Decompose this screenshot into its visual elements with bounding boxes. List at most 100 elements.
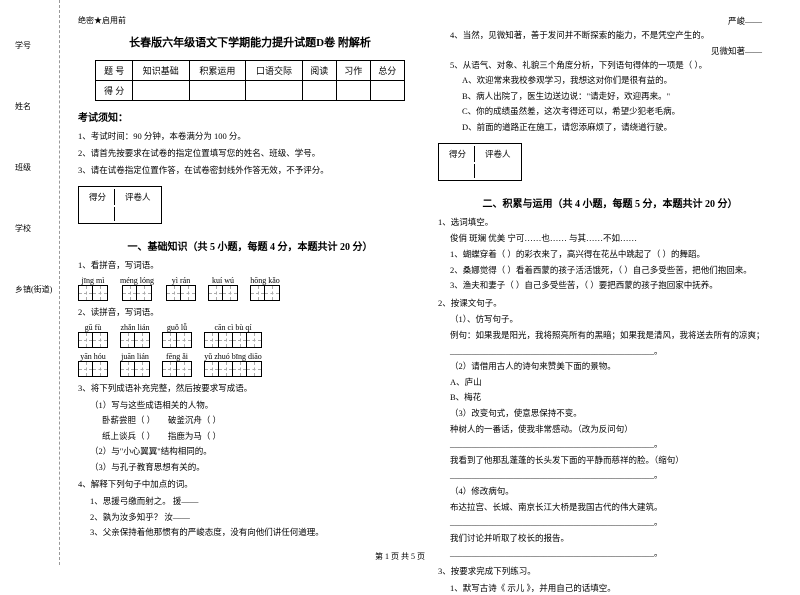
notice-3: 3、请在试卷指定位置作答，在试卷密封线外作答无效，不予评分。 xyxy=(78,164,422,177)
td-blank[interactable] xyxy=(336,81,370,101)
c2-A: A、欢迎常来我校参观学习，我想这对你们是很有益的。 xyxy=(462,74,782,88)
idiom-3: 纸上谈兵（ ） xyxy=(102,431,151,441)
field-xingming: 姓名 xyxy=(15,101,52,112)
char-grid[interactable] xyxy=(162,332,192,348)
blank-line[interactable]: ________________________________________… xyxy=(450,547,782,561)
q4: 4、解释下列句子中加点的词。 xyxy=(78,478,422,491)
s2-q2b-A: A、庐山 xyxy=(450,376,782,390)
pinyin-item: yì rán xyxy=(166,276,196,302)
th-6: 总分 xyxy=(370,61,404,81)
q3c: （3）与孔子教育思想有关的。 xyxy=(90,461,422,475)
field-xuehao: 学号 xyxy=(15,40,52,51)
notice-title: 考试须知： xyxy=(78,109,422,124)
char-grid[interactable] xyxy=(78,285,108,301)
pinyin-text: juān lián xyxy=(120,352,150,361)
s2-q2b: （2）请借用古人的诗句来赞美下面的景物。 xyxy=(450,360,782,374)
char-grid[interactable] xyxy=(120,361,150,377)
s2-q3-1: 1、默写古诗《 示儿 》，并用自己的话填空。 xyxy=(450,582,782,595)
pinyin-text: yì rán xyxy=(166,276,196,285)
pinyin-text: hōng kǎo xyxy=(250,276,280,285)
pinyin-text: zhǎn lián xyxy=(120,323,150,332)
blank-line[interactable]: ________________________________________… xyxy=(450,345,782,359)
q4-3: 3、父亲保持着他那惯有的严峻态度，没有向他们讲任何道理。 xyxy=(90,526,422,540)
pinyin-item: zhǎn lián xyxy=(120,323,150,349)
td-blank[interactable] xyxy=(189,81,246,101)
td-blank[interactable] xyxy=(246,81,303,101)
section2-title: 二、积累与运用（共 4 小题，每题 5 分，本题共计 20 分） xyxy=(438,195,782,210)
yanjun: 严峻—— xyxy=(438,15,762,27)
pinyin-text: fēng ǎi xyxy=(162,352,192,361)
binding-fields: 学号 姓名 班级 学校 乡镇(街道) xyxy=(15,40,52,295)
section1-title: 一、基础知识（共 5 小题，每题 4 分，本题共计 20 分） xyxy=(78,238,422,253)
q4-2: 2、孰为汝多知乎？ 汝—— xyxy=(90,511,422,525)
s2-q1-2: 2、桑娜觉得（ ）看着西蒙的孩子活活饿死，（ ）自己多受些苦，把他们抱回来。 xyxy=(450,264,782,278)
char-grid[interactable] xyxy=(166,285,196,301)
td-blank[interactable] xyxy=(133,81,190,101)
q3: 3、将下列成语补充完整，然后按要求写成语。 xyxy=(78,382,422,395)
th-1: 知识基础 xyxy=(133,61,190,81)
pinyin-item: yān hóu xyxy=(78,352,108,378)
table-row: 题 号 知识基础 积累运用 口语交际 阅读 习作 总分 xyxy=(96,61,405,81)
score-summary-table: 题 号 知识基础 积累运用 口语交际 阅读 习作 总分 得 分 xyxy=(95,60,405,101)
s2-q2e-item: 布达拉宫、长城、南京长江大桥是我国古代的伟大建筑。 xyxy=(450,501,782,515)
s2-q2c-item: 种树人的一番话，使我非常感动。（改为反问句） xyxy=(450,423,782,437)
sb-marker: 评卷人 xyxy=(477,146,519,162)
pinyin-item: cān cì bù qí xyxy=(204,323,262,349)
page-footer: 第 1 页 共 5 页 xyxy=(375,551,425,562)
sb-blank[interactable] xyxy=(117,207,159,221)
right-column: 严峻—— 4、当然，见微知著，善于发问并不断探索的能力，不是凭空产生的。 见微知… xyxy=(430,15,790,560)
c2-C: C、你的成绩虽然差，这次考得还可以，希望少犯老毛病。 xyxy=(462,105,782,119)
pinyin-item: méng lóng xyxy=(120,276,154,302)
pinyin-row-2a: gū fù zhǎn lián guǒ lǚ cān cì bù qí xyxy=(78,323,422,349)
td-blank[interactable] xyxy=(302,81,336,101)
s2-q3: 3、按要求完成下列练习。 xyxy=(438,565,782,578)
char-grid[interactable] xyxy=(204,361,262,377)
idiom-2: 破釜沉舟（ ） xyxy=(168,415,221,425)
q1: 1、看拼音，写词语。 xyxy=(78,259,422,272)
char-grid[interactable] xyxy=(250,285,280,301)
th-2: 积累运用 xyxy=(189,61,246,81)
char-grid[interactable] xyxy=(208,285,238,301)
secret-tag: 绝密★启用前 xyxy=(78,15,422,26)
blank-line[interactable]: ________________________________________… xyxy=(450,469,782,483)
q3a-2: 纸上谈兵（ ） 指鹿为马（ ） xyxy=(102,430,422,444)
pinyin-text: gū fù xyxy=(78,323,108,332)
exam-page: 学号 姓名 班级 学校 乡镇(街道) 绝密★启用前 长春版六年级语文下学期能力提… xyxy=(0,0,800,565)
pinyin-row-1: jīng mì méng lóng yì rán kuí wú hōng kǎo xyxy=(78,276,422,302)
section-score-box: 得分评卷人 xyxy=(78,186,162,224)
section2-score-box: 得分评卷人 xyxy=(438,143,522,181)
char-grid[interactable] xyxy=(204,332,262,348)
s2-q1: 1、选词填空。 xyxy=(438,216,782,229)
th-3: 口语交际 xyxy=(246,61,303,81)
char-grid[interactable] xyxy=(78,361,108,377)
blank-line[interactable]: ________________________________________… xyxy=(450,438,782,452)
q2: 2、读拼音，写词语。 xyxy=(78,306,422,319)
pinyin-item: fēng ǎi xyxy=(162,352,192,378)
sb-score: 得分 xyxy=(81,189,115,205)
char-grid[interactable] xyxy=(120,332,150,348)
char-grid[interactable] xyxy=(122,285,152,301)
td-blank[interactable] xyxy=(370,81,404,101)
sb-blank[interactable] xyxy=(477,164,519,178)
pinyin-row-2b: yān hóu juān lián fēng ǎi yǔ zhuó bīng d… xyxy=(78,352,422,378)
field-xiangzhen: 乡镇(街道) xyxy=(15,284,52,295)
blank-line[interactable]: ________________________________________… xyxy=(450,516,782,530)
th-num: 题 号 xyxy=(96,61,133,81)
idiom-4: 指鹿为马（ ） xyxy=(168,431,221,441)
sb-blank[interactable] xyxy=(441,164,475,178)
c2-B: B、病人出院了，医生边送边说："请走好，欢迎再来。" xyxy=(462,90,782,104)
pinyin-text: jīng mì xyxy=(78,276,108,285)
td-score: 得 分 xyxy=(96,81,133,101)
s2-q1-1: 1、蝴蝶穿着（ ）的彩衣来了，高兴得在花丛中跳起了（ ）的舞蹈。 xyxy=(450,248,782,262)
char-grid[interactable] xyxy=(162,361,192,377)
table-row: 得 分 xyxy=(96,81,405,101)
s2-q2a-ex: 例句：如果我是阳光，我将照亮所有的黑暗；如果我是清风，我将送去所有的凉爽； xyxy=(450,329,782,343)
s2-q2c: （3）改变句式，使意思保持不变。 xyxy=(450,407,782,421)
char-grid[interactable] xyxy=(78,332,108,348)
s2-q2d: 我看到了他那乱蓬蓬的长头发下面的平静而慈祥的脸。（缩句） xyxy=(450,454,782,468)
pinyin-text: cān cì bù qí xyxy=(204,323,262,332)
sb-blank[interactable] xyxy=(81,207,115,221)
s2-q2f: 我们讨论并听取了校长的报告。 xyxy=(450,532,782,546)
s2-q2b-B: B、梅花 xyxy=(450,391,782,405)
sb-score: 得分 xyxy=(441,146,475,162)
